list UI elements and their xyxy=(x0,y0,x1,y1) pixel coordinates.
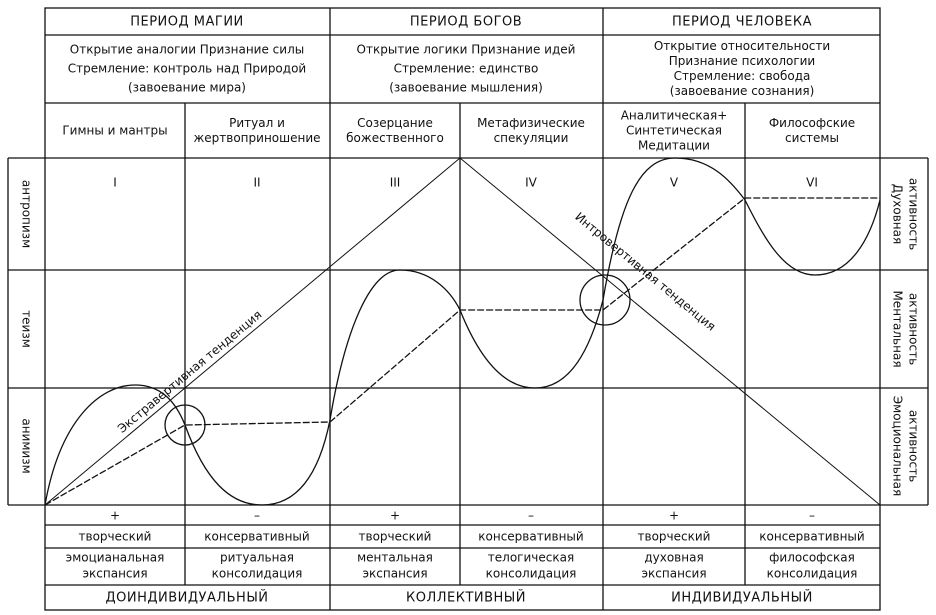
stage-phase: философская xyxy=(769,551,855,565)
stage-sign: – xyxy=(254,509,260,523)
stage-mode: творческий xyxy=(359,530,432,544)
period-footer: КОЛЛЕКТИВНЫЙ xyxy=(406,590,526,606)
right-label: активность xyxy=(907,293,921,365)
trend-lines xyxy=(44,157,881,506)
column-heading: Медитации xyxy=(638,139,710,153)
stage-sign: + xyxy=(669,509,679,523)
stage-phase: ментальная xyxy=(357,551,433,565)
stage-phase: духовная xyxy=(644,551,703,565)
period-footer: ДОИНДИВИДУАЛЬНЫЙ xyxy=(105,590,268,606)
trend-label: Интровертивная тенденция xyxy=(572,210,718,334)
trend-label: Экстравертивная тенденция xyxy=(115,307,265,435)
column-heading: системы xyxy=(785,131,839,145)
column-heading: жертвоприношение xyxy=(193,131,320,145)
period-title: ПЕРИОД БОГОВ xyxy=(410,15,522,30)
period-description: Признание психологии xyxy=(669,54,815,68)
period-description: Стремление: свобода xyxy=(674,69,811,83)
period-description: Открытие аналогии Признание силы xyxy=(70,43,304,57)
stage-mode: консервативный xyxy=(759,530,864,544)
period-title: ПЕРИОД МАГИИ xyxy=(130,15,244,30)
right-label: Духовная xyxy=(891,184,905,244)
stage-phase: консолидация xyxy=(486,567,577,581)
left-label: антропизм xyxy=(20,180,34,248)
stage-numeral: II xyxy=(253,176,260,190)
stage-mode: консервативный xyxy=(204,530,309,544)
development-line xyxy=(44,197,880,506)
stage-phase: консолидация xyxy=(767,567,858,581)
stage-phase: телогическая xyxy=(488,551,574,565)
period-description: Стремление: единство xyxy=(394,62,539,76)
stage-sign: + xyxy=(390,509,400,523)
column-heading: Аналитическая+ xyxy=(621,109,728,123)
stage-phase: экспансия xyxy=(362,567,427,581)
stage-numeral: VI xyxy=(806,176,818,190)
stage-numeral: V xyxy=(670,176,679,190)
column-heading: спекуляции xyxy=(494,131,569,145)
stage-phase: экспансия xyxy=(641,567,706,581)
stage-sign: – xyxy=(809,509,815,523)
right-label: активность xyxy=(907,178,921,250)
column-heading: божественного xyxy=(346,131,444,145)
column-heading: Метафизические xyxy=(477,116,585,130)
column-heading: Созерцание xyxy=(357,116,433,130)
column-heading: Синтетическая xyxy=(626,124,722,138)
activity-wave xyxy=(44,157,881,506)
period-title: ПЕРИОД ЧЕЛОВЕКА xyxy=(672,15,812,30)
stage-phase: консолидация xyxy=(212,567,303,581)
period-description: Стремление: контроль над Природой xyxy=(68,62,306,76)
stage-mode: творческий xyxy=(79,530,152,544)
right-label: активность xyxy=(907,410,921,482)
period-description: (завоевание сознания) xyxy=(670,84,815,98)
stage-sign: – xyxy=(528,509,534,523)
left-label: теизм xyxy=(20,310,34,348)
stage-mode: консервативный xyxy=(478,530,583,544)
left-label: анимизм xyxy=(20,418,34,473)
frame xyxy=(7,7,929,611)
stage-mode: творческий xyxy=(638,530,711,544)
stage-phase: экспансия xyxy=(82,567,147,581)
column-heading: Философские xyxy=(769,116,855,130)
right-label: Эмоциональная xyxy=(891,396,905,496)
period-description: (завоевание мышления) xyxy=(389,81,543,95)
column-heading: Гимны и мантры xyxy=(62,124,167,138)
stage-numeral: III xyxy=(390,176,401,190)
column-heading: Ритуал и xyxy=(229,116,285,130)
period-footer: ИНДИВИДУАЛЬНЫЙ xyxy=(671,590,813,606)
period-description: Открытие логики Признание идей xyxy=(357,43,576,57)
stage-sign: + xyxy=(110,509,120,523)
stage-phase: эмоцианальная xyxy=(66,551,165,565)
stage-numeral: I xyxy=(113,176,117,190)
right-label: Ментальная xyxy=(891,290,905,367)
stage-numeral: IV xyxy=(525,176,538,190)
period-description: Открытие относительности xyxy=(654,39,830,53)
period-description: (завоевание мира) xyxy=(128,81,246,95)
stage-phase: ритуальная xyxy=(220,551,294,565)
